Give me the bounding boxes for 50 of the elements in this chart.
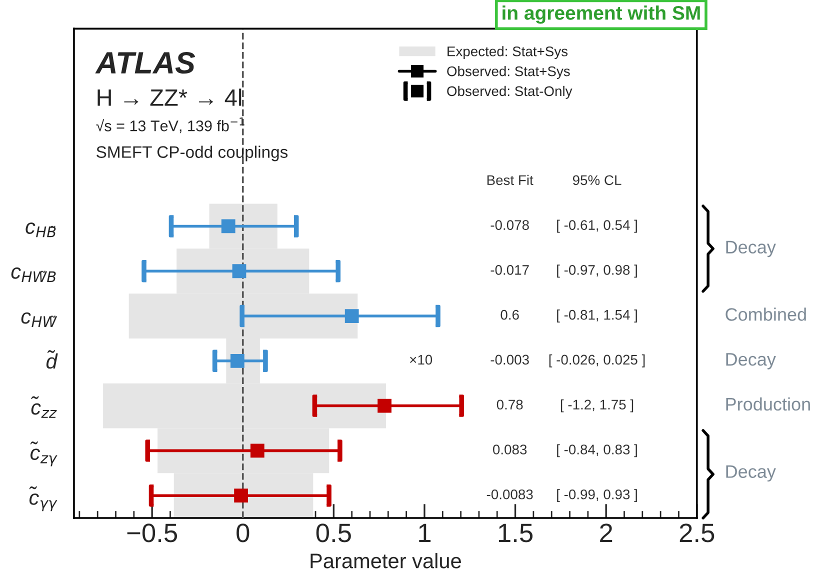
text: Decay xyxy=(726,465,776,482)
annotation: 0.083 xyxy=(493,444,527,454)
annotation: [ -0.97, 0.98 ] xyxy=(557,264,637,278)
point xyxy=(234,488,248,503)
text: Combined xyxy=(726,308,806,321)
x-tick-label: 0.5 xyxy=(316,524,351,542)
text: Best Fit xyxy=(487,174,534,186)
annotation: [ -0.026, 0.025 ] xyxy=(549,354,645,368)
chart-title: ATLAS xyxy=(95,52,196,74)
point xyxy=(250,444,264,458)
text: Production xyxy=(726,397,810,411)
annotation: [ -0.61, 0.54 ] xyxy=(557,220,637,233)
y-tick-label: c$_{HW̃}$ xyxy=(21,312,58,327)
legend-label: Expected: Stat+Sys xyxy=(448,46,568,60)
annotation: -0.078 xyxy=(490,220,529,230)
annotation: 0.6 xyxy=(500,310,519,320)
y-tick-label: c$_{HW̃B}$ xyxy=(11,267,56,282)
point xyxy=(378,398,392,413)
y-tick-label: c̃$_{γγ}$ xyxy=(29,486,58,512)
point xyxy=(221,219,236,234)
text: Decay xyxy=(726,353,776,370)
text: Observed: Stat-Only xyxy=(447,86,572,99)
x-tick-label: 2.5 xyxy=(680,524,714,542)
x-tick-label: 2 xyxy=(600,524,612,542)
annotation: -0.017 xyxy=(490,265,529,275)
y-tick-label: d̃ xyxy=(46,350,58,369)
chart-subtitle: H → ZZ* → 4l xyxy=(98,88,242,106)
x-axis-title: Parameter value xyxy=(310,553,461,568)
text: Decay xyxy=(726,240,776,258)
annotation: 0.78 xyxy=(496,400,523,410)
text: SMEFT CP-odd couplings xyxy=(96,146,288,162)
text: in agreement with SM xyxy=(502,6,700,24)
annotation: ×10 xyxy=(410,354,432,365)
annotation: -0.0083 xyxy=(486,489,533,500)
annotation: [ -0.99, 0.93 ] xyxy=(557,489,637,502)
point xyxy=(344,309,359,323)
y-tick-label: c$_{HB̃}$ xyxy=(26,222,56,238)
point xyxy=(232,264,246,278)
x-tick-label: 0 xyxy=(236,524,250,542)
annotation: [ -0.81, 1.54 ] xyxy=(557,310,637,322)
annotation: [ -0.84, 0.83 ] xyxy=(557,444,637,458)
x-tick-label: −0.5 xyxy=(127,524,178,542)
x-tick-label: 1 xyxy=(419,524,431,542)
x-tick-label: 1.5 xyxy=(498,524,533,542)
text: Observed: Stat+Sys xyxy=(447,66,570,79)
y-tick-label: c̃$_{zz}$ xyxy=(31,396,57,418)
annotation: -0.003 xyxy=(490,354,529,365)
text: 95% CL xyxy=(572,175,622,186)
y-tick-label: c̃$_{zγ}$ xyxy=(30,442,58,466)
annotation: [ -1.2, 1.75 ] xyxy=(560,399,634,412)
